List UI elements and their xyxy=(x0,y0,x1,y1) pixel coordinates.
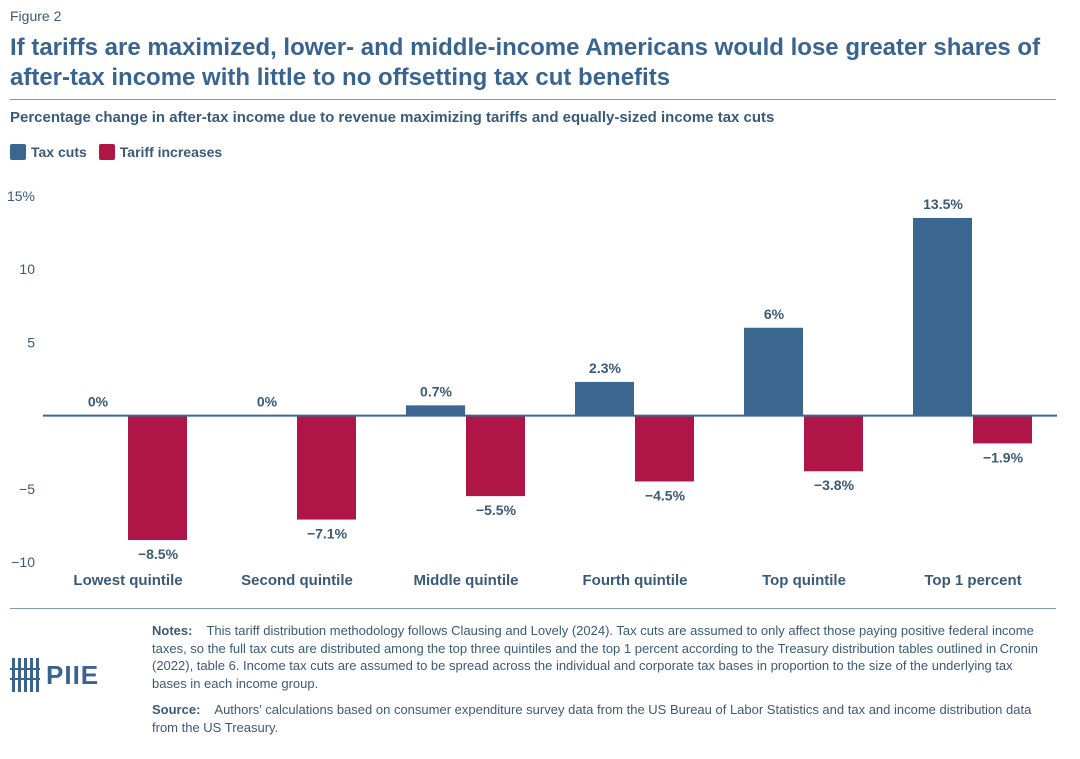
logo-text: PIIE xyxy=(46,659,100,690)
y-tick-label: −5 xyxy=(19,481,35,497)
chart-title: If tariffs are maximized, lower- and mid… xyxy=(10,34,1041,91)
data-label: 0% xyxy=(88,394,109,410)
bar-tax-cuts xyxy=(744,327,803,416)
bar-tariff-increases xyxy=(297,415,356,520)
title-divider xyxy=(10,99,1056,100)
bar-chart: 15% 10 5 −5 −10 0% −8.5% Lowest quintile 0% −7.1%… xyxy=(7,188,1057,589)
legend-swatch-tax-cuts xyxy=(10,144,26,160)
data-label: −8.5% xyxy=(138,546,179,562)
notes-paragraph: Notes: This tariff distribution methodolo… xyxy=(152,622,1047,692)
x-tick-label: Top quintile xyxy=(762,572,846,589)
data-label: −4.5% xyxy=(645,487,686,503)
data-label: 2.3% xyxy=(589,360,621,376)
figure-label: Figure 2 xyxy=(10,8,62,24)
bar-tax-cuts xyxy=(913,217,972,416)
legend-item-tariff-increases: Tariff increases xyxy=(98,144,223,160)
bar-tariff-increases xyxy=(973,415,1032,444)
x-tick-label: Second quintile xyxy=(241,572,353,589)
notes-block: Notes: This tariff distribution methodolo… xyxy=(152,622,1047,745)
bar-tax-cuts xyxy=(406,405,465,416)
data-label: −1.9% xyxy=(983,449,1024,465)
x-tick-label: Middle quintile xyxy=(414,572,519,589)
columns-logo-icon xyxy=(10,658,40,692)
data-label: 0.7% xyxy=(420,383,452,399)
y-tick-label: 10 xyxy=(19,261,35,277)
y-tick-label: 5 xyxy=(27,334,35,350)
chart-subtitle: Percentage change in after-tax income du… xyxy=(10,109,775,126)
data-label: 6% xyxy=(764,306,785,322)
notes-label: Notes: xyxy=(152,623,193,638)
bar-tax-cuts xyxy=(575,381,634,416)
bar-tariff-increases xyxy=(804,415,863,472)
footer-divider xyxy=(10,608,1056,609)
data-label: −7.1% xyxy=(307,526,348,542)
data-label: −5.5% xyxy=(476,502,517,518)
y-tick-label: −10 xyxy=(11,554,35,570)
x-tick-label: Lowest quintile xyxy=(73,572,182,589)
x-tick-label: Top 1 percent xyxy=(924,572,1021,589)
bar-tariff-increases xyxy=(635,415,694,482)
legend-label-tariff-increases: Tariff increases xyxy=(119,144,223,160)
source-label: Source: xyxy=(152,702,201,717)
bar-tariff-increases xyxy=(466,415,525,497)
data-label: 0% xyxy=(257,394,278,410)
legend-swatch-tariff-increases xyxy=(98,144,115,160)
notes-text: This tariff distribution methodology fol… xyxy=(152,623,1038,691)
x-tick-label: Fourth quintile xyxy=(583,572,688,589)
source-paragraph: Source: Authors' calculations based on co… xyxy=(152,701,1047,736)
legend-label-tax-cuts: Tax cuts xyxy=(31,144,87,160)
y-tick-label: 15% xyxy=(7,188,35,204)
data-label: 13.5% xyxy=(923,196,963,212)
source-text: Authors' calculations based on consumer … xyxy=(152,702,1032,735)
legend: Tax cuts Tariff increases xyxy=(10,144,234,160)
data-label: −3.8% xyxy=(814,477,855,493)
legend-item-tax-cuts: Tax cuts xyxy=(10,144,87,160)
bar-tariff-increases xyxy=(128,415,187,541)
piie-logo: PIIE xyxy=(10,658,99,692)
